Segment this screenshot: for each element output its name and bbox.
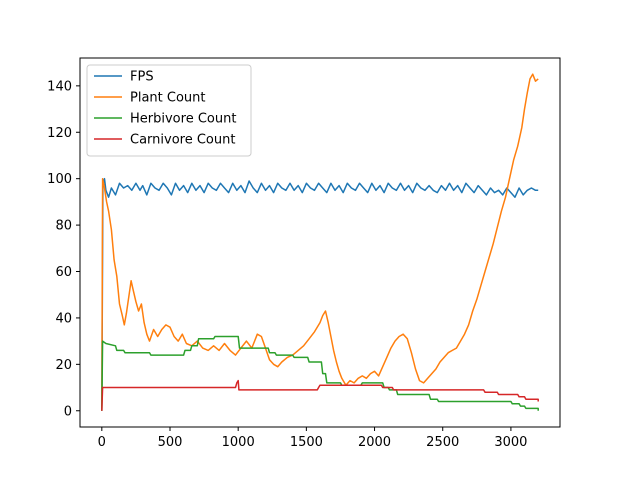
- x-axis: 0 500 1000 1500 2000 2500 3000: [98, 427, 527, 450]
- y-tick-label: 20: [55, 358, 72, 373]
- series-layer: [101, 73, 539, 411]
- series-line-2: [101, 335, 539, 411]
- y-tick-label: 80: [55, 219, 72, 234]
- y-tick-label: 140: [47, 79, 72, 94]
- series-line-0: [101, 177, 539, 411]
- x-tick-label: 1000: [222, 435, 255, 450]
- y-tick-label: 120: [47, 126, 72, 141]
- x-tick-label: 2000: [358, 435, 391, 450]
- legend-label-2: Herbivore Count: [130, 112, 236, 127]
- x-tick-label: 0: [98, 435, 106, 450]
- series-line-1: [101, 73, 539, 411]
- x-tick-label: 2500: [426, 435, 459, 450]
- y-tick-label: 60: [55, 265, 72, 280]
- plot-frame: [79, 57, 561, 428]
- legend-label-0: FPS: [130, 70, 154, 85]
- y-tick-label: 40: [55, 311, 72, 326]
- legend-label-3: Carnivore Count: [130, 133, 235, 148]
- legend-label-1: Plant Count: [130, 91, 206, 106]
- y-axis: 0 20 40 60 80 100 120 140: [47, 79, 80, 419]
- x-tick-label: 1500: [290, 435, 323, 450]
- legend: FPS Plant Count Herbivore Count Carnivore C…: [86, 64, 252, 157]
- y-tick-label: 0: [64, 404, 72, 419]
- y-tick-label: 100: [47, 172, 72, 187]
- x-tick-label: 3000: [494, 435, 527, 450]
- series-line-3: [101, 379, 539, 411]
- x-tick-label: 500: [158, 435, 183, 450]
- legend-box: [86, 64, 252, 157]
